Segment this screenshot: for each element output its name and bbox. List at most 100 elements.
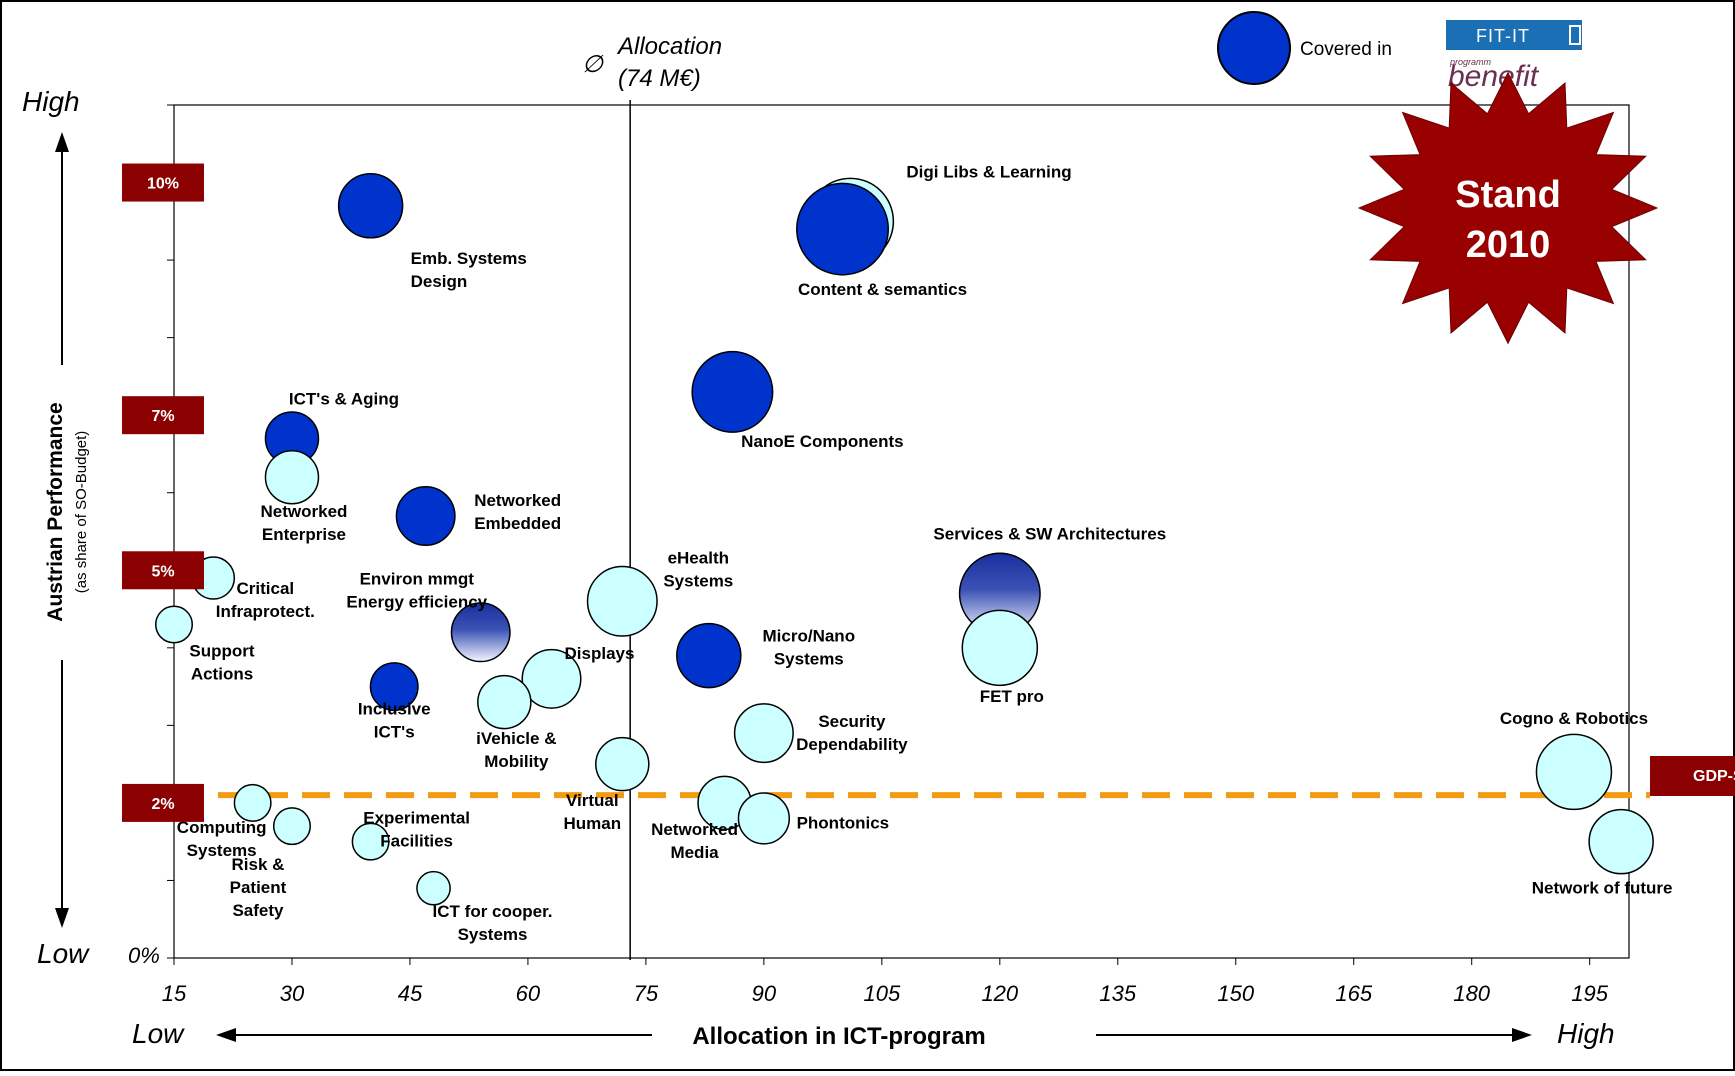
level-badge-label: 10% bbox=[147, 176, 179, 193]
x-tick-labels: 15 30 45 60 75 90 105 120 135 150 165 180 195 bbox=[162, 981, 1609, 1006]
bubble-label-line: Networked bbox=[261, 502, 348, 521]
bubble bbox=[961, 609, 1039, 687]
bubble bbox=[796, 182, 890, 276]
bubble bbox=[369, 662, 419, 712]
bubble-label-line: Systems bbox=[187, 841, 257, 860]
bubble-label-line: Critical bbox=[237, 579, 295, 598]
x-tick-label: 120 bbox=[981, 981, 1018, 1006]
fit-it-logo-text: FIT-IT bbox=[1476, 26, 1530, 46]
bubble-label-line: eHealth bbox=[668, 548, 729, 567]
level-badge-label: 7% bbox=[151, 408, 174, 425]
x-arrow-right-head bbox=[1512, 1028, 1532, 1042]
bubble bbox=[272, 807, 311, 846]
benefit-logo: benefit bbox=[1448, 60, 1540, 93]
y-arrow-down-head bbox=[55, 908, 69, 928]
bubble bbox=[416, 870, 451, 906]
bubble-label-line: Actions bbox=[191, 665, 253, 684]
bubble-label: Inclusive ICT's bbox=[358, 700, 431, 742]
fit-it-logo: FIT-IT bbox=[1446, 20, 1582, 50]
stand-2010-stamp bbox=[1357, 71, 1659, 345]
x-tick-label: 105 bbox=[863, 981, 900, 1006]
bubble-label-line: Design bbox=[411, 272, 468, 291]
bubble-label-line: NanoE Components bbox=[741, 432, 903, 451]
bubble-label-line: Systems bbox=[663, 571, 733, 590]
bubble-label-line: Virtual bbox=[566, 791, 619, 810]
bubble-label: Risk & Patient Safety bbox=[230, 855, 287, 920]
x-tick-label: 180 bbox=[1453, 981, 1490, 1006]
level-badges: 10% 7% 5% 2% bbox=[122, 163, 204, 822]
x-tick-label: 135 bbox=[1099, 981, 1136, 1006]
level-badge-label: 5% bbox=[151, 563, 174, 580]
bubble-label: Networked Enterprise bbox=[261, 502, 348, 544]
bubble-label: Networked Embedded bbox=[474, 491, 561, 533]
bubble bbox=[733, 703, 794, 764]
bubble-label: Virtual Human bbox=[563, 791, 621, 833]
benefit-logo-small: programm bbox=[1449, 57, 1492, 67]
bubble-label-line: FET pro bbox=[980, 687, 1044, 706]
x-tick-label: 75 bbox=[634, 981, 659, 1006]
bubble-label: Environ mmgt Energy efficiency bbox=[346, 569, 487, 611]
bubble-label: Services & SW Architectures bbox=[933, 525, 1166, 544]
bubble-label: NanoE Components bbox=[741, 432, 903, 451]
bubble-label-line: ICT's & Aging bbox=[289, 389, 399, 408]
stamp-line2: 2010 bbox=[1466, 224, 1551, 266]
bubble-label: Digi Libs & Learning bbox=[906, 162, 1071, 181]
y-axis-title: Austrian Performance bbox=[44, 402, 67, 621]
bubble-label: Support Actions bbox=[189, 642, 254, 684]
bubble-label-line: Emb. Systems bbox=[411, 249, 527, 268]
gdp-share-badge-label: GDP-Share bbox=[1693, 768, 1735, 785]
bubble-label-line: Computing bbox=[177, 818, 267, 837]
legend-label: Covered in bbox=[1300, 39, 1392, 60]
bubble bbox=[351, 822, 390, 861]
bubble-label-line: ICT's bbox=[374, 723, 415, 742]
stamp-line1: Stand bbox=[1455, 174, 1561, 216]
bubble-label: Phontonics bbox=[797, 813, 890, 832]
bubble-label-line: Support bbox=[189, 642, 254, 661]
bubble-label-line: Energy efficiency bbox=[346, 592, 487, 611]
bubble-label-line: Systems bbox=[774, 650, 844, 669]
bubble-label: FET pro bbox=[980, 687, 1044, 706]
y-arrow-up-head bbox=[55, 132, 69, 152]
bubble-label-line: Enterprise bbox=[262, 525, 346, 544]
bubble bbox=[1535, 733, 1613, 811]
bubble-label-line: Inclusive bbox=[358, 700, 431, 719]
y-axis-subtitle: (as share of SO-Budget) bbox=[73, 431, 90, 594]
bubble-label: Networked Media bbox=[651, 820, 738, 862]
bubble-label: Emb. Systems Design bbox=[411, 249, 527, 291]
bubble-label-line: ICT for cooper. bbox=[433, 902, 553, 921]
x-tick-label: 60 bbox=[516, 981, 541, 1006]
x-tick-label: 45 bbox=[398, 981, 423, 1006]
bubble-label-line: Patient bbox=[230, 878, 287, 897]
bubble bbox=[264, 449, 320, 505]
bubble-label-line: Media bbox=[670, 843, 719, 862]
gdp-share-badge bbox=[1650, 756, 1735, 796]
legend-covered-bubble bbox=[1217, 11, 1291, 85]
bubble bbox=[155, 605, 193, 644]
bubble-label: ICT for cooper. Systems bbox=[433, 902, 553, 944]
x-tick-label: 90 bbox=[752, 981, 777, 1006]
bubble-label-line: Micro/Nano bbox=[763, 627, 856, 646]
x-arrow-left-head bbox=[216, 1028, 236, 1042]
bubble-label-line: Displays bbox=[565, 644, 635, 663]
x-axis-title: Allocation in ICT-program bbox=[692, 1023, 985, 1050]
x-tick-label: 195 bbox=[1571, 981, 1608, 1006]
bubble-label: eHealth Systems bbox=[663, 548, 733, 590]
x-tick-marks bbox=[173, 958, 1591, 965]
bubble-label-line: Networked bbox=[474, 491, 561, 510]
bubble-label-line: Network of future bbox=[1532, 879, 1673, 898]
bubble-label-line: Facilities bbox=[380, 832, 453, 851]
bubble-label-line: Security bbox=[818, 712, 886, 731]
level-badge bbox=[122, 551, 204, 590]
bubble-label: ICT's & Aging bbox=[289, 389, 399, 408]
bubble-label-line: Risk & bbox=[232, 855, 285, 874]
y-zero-label: 0% bbox=[128, 943, 160, 968]
bubble bbox=[737, 792, 791, 845]
bubble-label: Security Dependability bbox=[796, 712, 908, 754]
average-symbol: ∅ bbox=[582, 51, 604, 78]
reference-line-label: Allocation bbox=[616, 33, 722, 60]
bubble-label-line: Environ mmgt bbox=[360, 569, 475, 588]
bubble-label-line: Dependability bbox=[796, 735, 908, 754]
bubble-label-line: Human bbox=[563, 814, 621, 833]
